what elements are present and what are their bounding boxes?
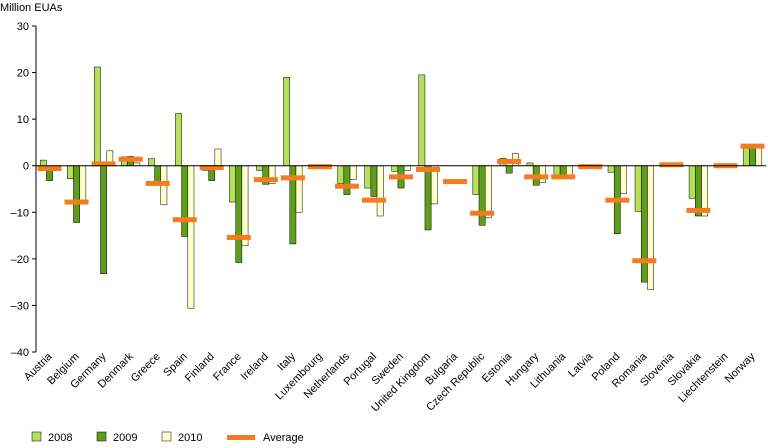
- bar-2008-belgium: [67, 165, 74, 180]
- x-label-italy: Italy: [275, 350, 298, 373]
- bar-2008-italy: [283, 76, 290, 166]
- average-marker-norway: [740, 143, 765, 149]
- bar-2008-slovakia: [688, 165, 696, 199]
- average-marker-poland: [605, 197, 630, 203]
- average-markers-layer: [37, 143, 765, 264]
- bar-2009-romania: [640, 165, 648, 283]
- legend-label-2009: 2009: [113, 432, 137, 444]
- bar-2010-netherlands: [349, 165, 357, 180]
- average-marker-spain: [172, 217, 197, 223]
- y-tick-label: 0: [23, 161, 29, 173]
- y-tick-label: –30: [11, 300, 29, 312]
- x-label-ireland: Ireland: [239, 351, 271, 383]
- x-label-greece: Greece: [129, 351, 163, 385]
- bar-2008-ireland: [256, 165, 263, 171]
- average-marker-germany: [91, 161, 116, 167]
- legend-swatch-2008: [31, 431, 42, 442]
- average-marker-portugal: [361, 197, 386, 203]
- bar-2010-norway: [755, 145, 763, 166]
- bar-2009-portugal: [370, 165, 378, 197]
- average-marker-slovenia: [659, 162, 684, 168]
- x-label-finland: Finland: [183, 351, 217, 385]
- average-marker-france: [226, 234, 251, 240]
- average-marker-netherlands: [334, 183, 359, 189]
- bar-2010-spain: [187, 165, 195, 309]
- y-axis-unit-label: Million EUAs: [0, 2, 63, 14]
- average-marker-ireland: [253, 177, 278, 183]
- bar-2009-greece: [154, 165, 162, 184]
- bar-2009-france: [235, 165, 243, 263]
- bar-2009-united-kingdom: [424, 165, 432, 231]
- bar-2009-belgium: [73, 165, 80, 223]
- average-marker-belgium: [64, 199, 89, 205]
- legend-swatch-2009: [96, 431, 107, 442]
- y-tick-label: –40: [11, 347, 29, 359]
- legend: 2008 2009 2010 Average: [31, 431, 304, 444]
- legend-swatch-average: [227, 435, 255, 440]
- bar-2008-spain: [175, 113, 182, 166]
- bar-2010-hungary: [539, 165, 546, 183]
- average-marker-greece: [145, 180, 170, 186]
- average-marker-luxembourg: [307, 164, 332, 170]
- bar-2009-germany: [100, 165, 107, 275]
- bar-2008-netherlands: [337, 165, 345, 184]
- average-marker-hungary: [524, 174, 549, 180]
- bar-2010-czech-republic: [484, 165, 492, 219]
- legend-label-average: Average: [263, 432, 304, 444]
- bar-2008-portugal: [364, 165, 372, 189]
- average-marker-romania: [632, 258, 657, 264]
- bar-2010-romania: [647, 165, 654, 290]
- axes-layer: [32, 25, 766, 353]
- bar-2010-belgium: [79, 165, 87, 203]
- bar-2010-poland: [620, 165, 627, 194]
- y-tick-label: –10: [11, 207, 29, 219]
- bar-2009-czech-republic: [478, 165, 486, 226]
- bar-2008-norway: [742, 145, 750, 166]
- bars-layer: [39, 66, 763, 309]
- bar-2008-austria: [39, 159, 47, 166]
- bar-2008-greece: [148, 158, 155, 166]
- x-category-labels: AustriaBelgiumGermanyDenmarkGreeceSpainF…: [22, 350, 758, 414]
- legend-swatch-2010: [161, 431, 172, 442]
- y-tick-labels: 30 20 10 0 –10 –20 –30 –40: [11, 21, 29, 359]
- average-marker-latvia: [578, 164, 603, 170]
- bar-2010-portugal: [376, 165, 384, 217]
- bar-2008-poland: [607, 165, 615, 173]
- y-tick-label: 30: [17, 21, 29, 33]
- bar-2008-france: [229, 165, 236, 203]
- average-marker-czech-republic: [470, 210, 495, 216]
- bar-2009-netherlands: [343, 165, 351, 195]
- average-marker-estonia: [497, 159, 522, 165]
- bar-2008-czech-republic: [472, 165, 480, 195]
- bar-2009-norway: [749, 145, 756, 166]
- average-marker-denmark: [118, 156, 143, 162]
- bar-2009-spain: [181, 165, 189, 237]
- x-label-norway: Norway: [723, 350, 758, 385]
- y-tick-label: –20: [11, 254, 29, 266]
- average-marker-lithuania: [551, 174, 576, 180]
- y-tick-label: 10: [17, 114, 29, 126]
- bar-2010-sweden: [403, 165, 411, 171]
- bar-2009-estonia: [505, 165, 513, 174]
- bar-2010-france: [241, 165, 249, 247]
- average-marker-sweden: [389, 174, 413, 180]
- average-marker-united-kingdom: [416, 166, 441, 172]
- legend-label-2010: 2010: [178, 432, 202, 444]
- bar-2008-united-kingdom: [418, 74, 426, 166]
- average-marker-austria: [37, 166, 62, 172]
- bar-2008-germany: [94, 66, 101, 166]
- bar-2008-sweden: [391, 165, 399, 172]
- bar-2008-romania: [634, 165, 642, 212]
- average-marker-slovakia: [686, 207, 711, 213]
- bar-2010-finland: [214, 148, 222, 166]
- x-label-france: France: [211, 351, 244, 384]
- y-tick-label: 20: [17, 68, 29, 80]
- average-marker-bulgaria: [443, 179, 468, 185]
- average-marker-finland: [199, 165, 224, 171]
- average-marker-italy: [280, 175, 305, 181]
- legend-label-2008: 2008: [48, 432, 72, 444]
- bar-2010-italy: [295, 165, 303, 213]
